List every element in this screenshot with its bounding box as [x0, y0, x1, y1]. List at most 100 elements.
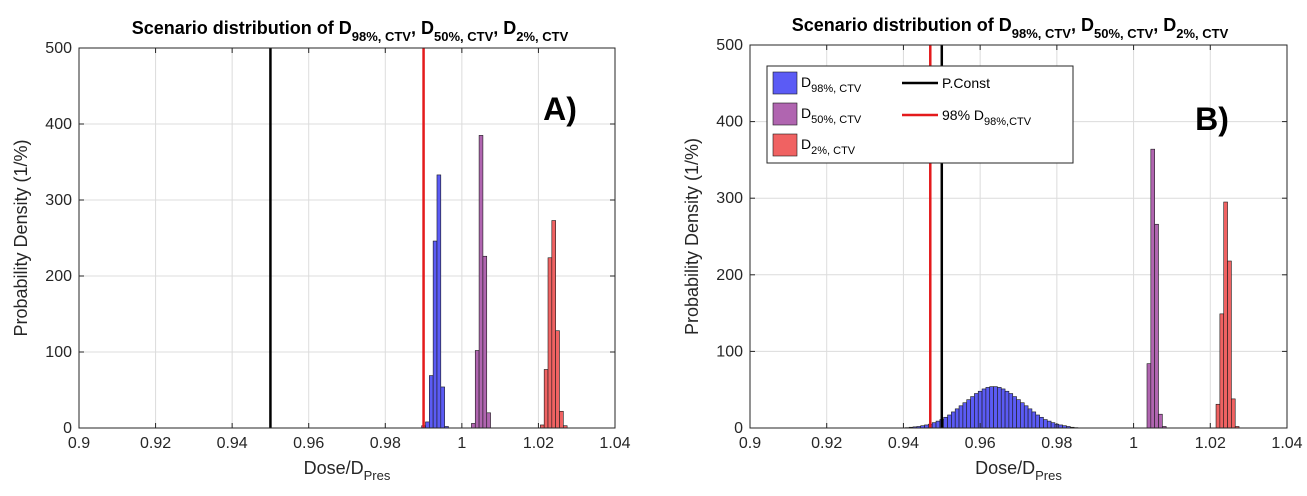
x-tick-label: 0.98	[1041, 435, 1072, 452]
histogram-bar	[985, 387, 991, 429]
histogram-bar	[474, 350, 480, 429]
histogram-bar	[559, 410, 564, 429]
histogram-bar	[436, 174, 442, 429]
histogram-bar	[429, 375, 434, 429]
legend-swatch	[772, 133, 798, 157]
x-tick-label: 1.04	[599, 435, 630, 452]
legend-entry: D98%, CTV	[772, 71, 862, 95]
y-tick-label: 500	[45, 40, 72, 57]
axes-box	[78, 47, 616, 429]
histogram-bar	[935, 420, 941, 429]
legend-label: P.Const	[942, 75, 990, 91]
chart-panel-a: 0.9 0.92 0.94 0.96 0.98 1 1.02 1.04 0 100 200 300 40…	[11, 18, 631, 483]
histogram-bar	[1154, 223, 1159, 429]
histogram-bar	[547, 257, 553, 429]
x-tick-label: 0.92	[140, 435, 171, 452]
legend-label: D2%, CTV	[801, 136, 856, 157]
y-axis-label: Probability Density (1/%)	[682, 138, 702, 335]
x-tick-label: 0.96	[965, 435, 996, 452]
y-tick-label: 0	[734, 420, 743, 437]
legend-swatch	[772, 71, 798, 95]
x-axis-label: Dose/DPres	[975, 458, 1062, 483]
histogram-bar	[1027, 408, 1033, 429]
histogram-bar	[543, 369, 549, 429]
histogram-bar	[440, 386, 445, 429]
legend-label: D98%, CTV	[801, 74, 862, 95]
histogram-bar	[943, 416, 948, 429]
x-tick-label: 1.02	[1195, 435, 1226, 452]
panel-label: B)	[1195, 101, 1229, 137]
histogram-bar	[1035, 414, 1040, 429]
legend-swatch	[772, 102, 798, 126]
chart-panel-b: 0.9 0.92 0.94 0.96 0.98 1 1.02 1.04 0 100 200 300 40…	[682, 15, 1303, 483]
histogram-bar	[958, 405, 964, 429]
y-tick-label: 300	[45, 192, 72, 209]
histogram-bar	[1023, 405, 1029, 429]
panel-label: A)	[543, 91, 577, 127]
y-tick-label: 300	[716, 190, 743, 207]
histogram-bar	[1046, 420, 1052, 429]
histogram-bar	[486, 412, 491, 429]
x-tick-label: 1	[1129, 435, 1138, 452]
histogram-bar	[1000, 388, 1006, 429]
histogram-bar	[1215, 403, 1221, 429]
histogram-bar	[1219, 313, 1225, 429]
y-axis-label: Probability Density (1/%)	[11, 139, 31, 336]
histogram-bar	[1016, 399, 1021, 429]
histogram-bar	[1008, 393, 1014, 429]
legend-entry: D50%, CTV	[772, 102, 862, 126]
x-tick-label: 0.94	[888, 435, 919, 452]
histogram-bar	[1012, 396, 1017, 429]
x-tick-label: 0.9	[68, 435, 90, 452]
x-axis-label: Dose/DPres	[304, 458, 391, 483]
histogram-bar	[1158, 413, 1163, 429]
histogram-bar	[997, 387, 1002, 429]
plot-area	[79, 48, 615, 428]
y-tick-label: 200	[45, 268, 72, 285]
histogram-bar	[1004, 390, 1010, 429]
histogram-bar	[1150, 148, 1155, 429]
x-tick-label: 0.96	[293, 435, 324, 452]
histogram-bar	[551, 220, 556, 429]
y-tick-label: 500	[716, 37, 743, 54]
histogram-bar	[1227, 260, 1232, 429]
x-tick-label: 1	[457, 435, 466, 452]
histogram-bar	[931, 422, 937, 429]
legend-label: D50%, CTV	[801, 105, 862, 126]
histogram-bar	[947, 414, 952, 429]
histogram-bar	[981, 388, 987, 429]
histogram-bar	[1231, 398, 1236, 429]
x-tick-label: 0.94	[217, 435, 248, 452]
axes-box	[749, 44, 1288, 429]
series-0	[905, 386, 1079, 429]
histogram-bar	[951, 411, 956, 429]
y-tick-label: 100	[45, 344, 72, 361]
histogram-bar	[1043, 419, 1048, 429]
y-tick-label: 100	[716, 343, 743, 360]
histogram-bar	[1031, 411, 1037, 429]
x-tick-label: 1.04	[1271, 435, 1302, 452]
histogram-bar	[482, 255, 488, 429]
legend-entry: D2%, CTV	[772, 133, 856, 157]
histogram-bar	[555, 330, 560, 429]
x-tick-label: 0.98	[370, 435, 401, 452]
histogram-bar	[966, 399, 971, 429]
histogram-bar	[977, 390, 983, 429]
y-tick-label: 200	[716, 267, 743, 284]
chart-title: Scenario distribution of D98%, CTV, D50%…	[132, 18, 569, 44]
chart-title: Scenario distribution of D98%, CTV, D50%…	[792, 15, 1229, 41]
histogram-bar	[993, 386, 998, 429]
series-0	[421, 174, 449, 429]
legend: D98%, CTV P.Const D50%, CTV 98% D98%,CTV D2%…	[766, 65, 1074, 164]
histogram-bar	[962, 402, 968, 429]
y-tick-label: 400	[716, 114, 743, 131]
histogram-bar	[471, 423, 476, 429]
histogram-bar	[432, 240, 438, 429]
histogram-bar	[1039, 416, 1044, 429]
x-tick-label: 0.9	[739, 435, 761, 452]
histogram-bar	[954, 408, 960, 429]
histogram-bar	[1146, 363, 1152, 429]
y-tick-label: 400	[45, 116, 72, 133]
histogram-bar	[1223, 201, 1228, 429]
